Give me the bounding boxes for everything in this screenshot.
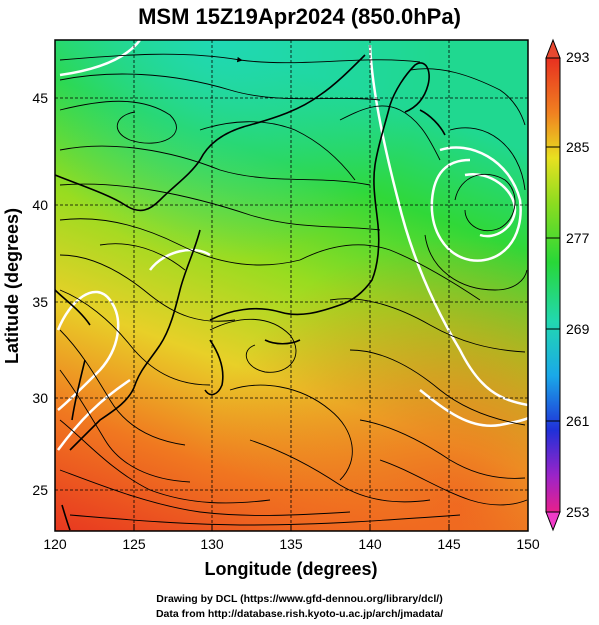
colorbar-bottom-triangle bbox=[545, 511, 561, 532]
temperature-field bbox=[55, 40, 528, 531]
x-tick-label: 150 bbox=[516, 536, 540, 552]
y-tick-label: 30 bbox=[32, 390, 48, 406]
x-axis-label: Longitude (degrees) bbox=[204, 559, 377, 579]
colorbar-label: 277 bbox=[566, 230, 590, 246]
credit-data: Data from http://database.rish.kyoto-u.a… bbox=[155, 608, 444, 620]
y-tick-label: 45 bbox=[32, 90, 48, 106]
x-tick-label: 130 bbox=[200, 536, 224, 552]
colorbar-top-triangle bbox=[545, 38, 561, 59]
x-tick-label: 125 bbox=[122, 536, 146, 552]
y-tick-label: 35 bbox=[32, 294, 48, 310]
coastlines bbox=[55, 54, 446, 531]
y-axis-label: Latitude (degrees) bbox=[2, 208, 22, 364]
lat-lon-grid bbox=[55, 40, 528, 531]
y-tick-label: 40 bbox=[32, 197, 48, 213]
x-tick-label: 135 bbox=[279, 536, 303, 552]
colorbar-label: 253 bbox=[566, 504, 590, 520]
colorbar-label: 261 bbox=[566, 413, 590, 429]
colorbar-label: 285 bbox=[566, 139, 590, 155]
credit-drawing: Drawing by DCL (https://www.gfd-dennou.o… bbox=[156, 593, 443, 605]
x-tick-label: 145 bbox=[437, 536, 461, 552]
x-tick-label: 120 bbox=[43, 536, 67, 552]
x-axis bbox=[54, 524, 529, 531]
x-tick-label: 140 bbox=[358, 536, 382, 552]
colorbar-label: 293 bbox=[566, 49, 590, 65]
isotherm-contours bbox=[56, 40, 528, 451]
colorbar: 293 285 277 269 261 253 bbox=[545, 38, 590, 532]
map-title: MSM 15Z19Apr2024 (850.0hPa) bbox=[138, 4, 461, 29]
y-tick-label: 25 bbox=[32, 482, 48, 498]
colorbar-label: 269 bbox=[566, 321, 590, 337]
